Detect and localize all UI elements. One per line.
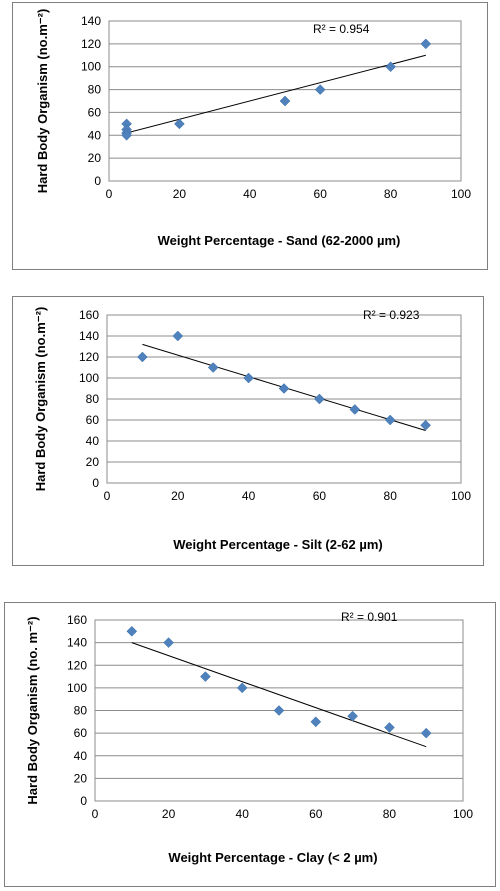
sand-y-tick-label: 40 [88, 128, 102, 142]
silt-data-point [384, 414, 396, 426]
clay-y-axis-label: Hard Body Organism (no. m⁻²) [25, 616, 40, 804]
sand-y-tick-label: 80 [88, 83, 102, 97]
clay-r-squared: R² = 0.901 [341, 610, 398, 624]
silt-y-tick-label: 20 [86, 455, 100, 469]
chart-panel-silt: 0 20 40 60 80 100 120 140 160 0 20 40 60 80 100 R² = 0.… [12, 296, 484, 566]
silt-y-axis-label: Hard Body Organism (no.m⁻²) [33, 307, 48, 492]
sand-data-point [174, 118, 185, 130]
clay-trendline [131, 642, 427, 748]
chart-clay: 0 20 40 60 80 100 120 140 160 0 20 40 60 80 100 R² = 0.… [25, 610, 473, 865]
silt-x-tick-label: 60 [313, 489, 327, 503]
sand-y-tick-label: 120 [81, 37, 101, 51]
sand-x-tick-label: 100 [451, 187, 471, 201]
clay-y-tick-label: 80 [74, 704, 88, 718]
silt-y-tick-label: 60 [86, 413, 100, 427]
clay-data-point [163, 637, 174, 648]
sand-y-tick-label: 100 [81, 60, 101, 74]
clay-y-tick-label: 120 [67, 658, 87, 672]
silt-x-tick-label: 40 [242, 489, 256, 503]
clay-x-tick-label: 100 [453, 807, 473, 821]
silt-y-tick-label: 40 [86, 434, 100, 448]
silt-data-point [349, 404, 361, 415]
silt-data-point [137, 351, 148, 363]
clay-y-tick-label: 100 [67, 681, 87, 695]
clay-x-tick-label: 60 [309, 807, 323, 821]
clay-x-axis-label: Weight Percentage - Clay (< 2 µm) [168, 850, 377, 865]
silt-x-tick-label: 20 [171, 489, 185, 503]
clay-data-point [236, 682, 248, 694]
clay-data-point [200, 671, 211, 682]
sand-data-point [121, 129, 132, 141]
sand-x-tick-label: 80 [384, 187, 398, 201]
sand-r-squared: R² = 0.954 [313, 22, 370, 36]
silt-y-tick-label: 0 [92, 476, 99, 490]
silt-x-tick-label: 100 [451, 489, 471, 503]
sand-x-axis-label: Weight Percentage - Sand (62-2000 µm) [158, 233, 401, 248]
silt-data-point [314, 393, 325, 405]
clay-y-tick-label: 160 [67, 613, 87, 627]
silt-y-tick-label: 80 [86, 392, 100, 406]
chart-silt: 0 20 40 60 80 100 120 140 160 0 20 40 60 80 100 R² = 0.… [33, 307, 471, 552]
silt-x-tick-label: 80 [384, 489, 398, 503]
silt-y-tick-label: 100 [79, 371, 99, 385]
clay-y-tick-label: 0 [80, 794, 87, 808]
silt-data-point [243, 372, 254, 384]
sand-y-tick-label: 20 [88, 151, 102, 165]
clay-y-tick-label: 40 [74, 749, 88, 763]
sand-y-tick-label: 0 [94, 174, 101, 188]
clay-data-point [384, 722, 395, 733]
sand-x-tick-label: 0 [106, 187, 113, 201]
clay-y-tick-label: 140 [67, 636, 87, 650]
silt-y-tick-label: 120 [79, 350, 99, 364]
silt-x-tick-label: 0 [104, 489, 111, 503]
silt-x-axis-label: Weight Percentage - Silt (2-62 µm) [173, 537, 383, 552]
clay-data-point [126, 625, 138, 637]
chart-panel-sand: 0 20 40 60 80 100 120 140 0 20 40 60 80 100 R² = 0.954… [12, 2, 488, 270]
sand-x-tick-label: 20 [173, 187, 187, 201]
silt-y-tick-label: 140 [79, 329, 99, 343]
silt-r-squared: R² = 0.923 [363, 308, 420, 322]
clay-data-point [347, 710, 358, 722]
clay-y-tick-label: 60 [74, 726, 88, 740]
sand-y-axis-label: Hard Body Organism (no.m⁻²) [35, 9, 50, 194]
clay-x-tick-label: 80 [383, 807, 397, 821]
silt-data-point [207, 362, 219, 373]
chart-sand: 0 20 40 60 80 100 120 140 0 20 40 60 80 100 R² = 0.954… [35, 9, 471, 248]
silt-plot-area [106, 314, 462, 484]
sand-x-tick-label: 60 [314, 187, 328, 201]
sand-data-point [279, 95, 291, 107]
silt-data-point [420, 419, 431, 431]
sand-plot-area [108, 20, 462, 182]
silt-y-tick-label: 160 [79, 308, 99, 322]
sand-y-tick-label: 140 [81, 14, 101, 28]
clay-data-point [310, 716, 322, 728]
sand-x-tick-label: 40 [243, 187, 257, 201]
clay-x-tick-label: 0 [92, 807, 99, 821]
sand-data-point [420, 38, 432, 50]
clay-y-tick-label: 20 [74, 771, 88, 785]
sand-data-point [385, 61, 396, 73]
silt-data-point [278, 383, 290, 394]
sand-y-tick-label: 60 [88, 105, 102, 119]
clay-data-point [420, 727, 432, 739]
chart-panel-clay: 0 20 40 60 80 100 120 140 160 0 20 40 60 80 100 R² = 0.… [4, 602, 496, 887]
silt-data-point [172, 330, 184, 342]
clay-x-tick-label: 20 [162, 807, 176, 821]
clay-data-point [273, 705, 285, 716]
sand-data-point [314, 84, 326, 95]
clay-x-tick-label: 40 [236, 807, 250, 821]
sand-trendline [126, 54, 426, 134]
clay-plot-area [94, 619, 464, 802]
